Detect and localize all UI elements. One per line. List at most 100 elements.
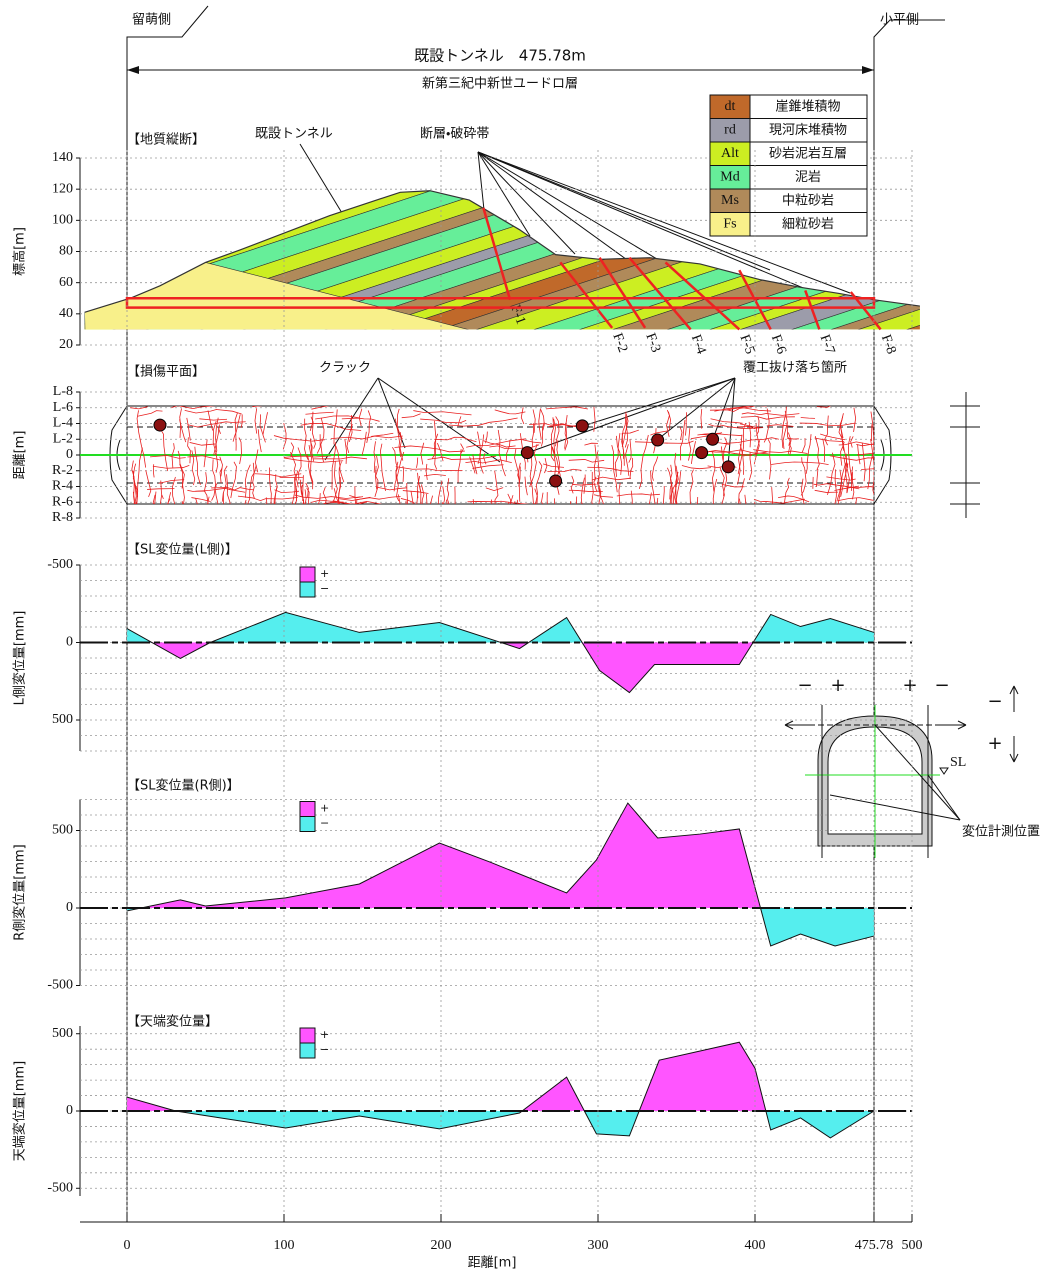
crack <box>138 411 163 417</box>
dropout <box>154 419 166 431</box>
y-tick-label: 500 <box>52 823 73 838</box>
crack <box>241 414 242 427</box>
crack <box>739 499 742 515</box>
crack <box>185 410 242 414</box>
fault-label: F-7 <box>817 333 838 356</box>
crack <box>155 492 156 505</box>
crack <box>274 436 325 442</box>
crack <box>426 494 427 518</box>
crack <box>497 503 502 558</box>
dropout <box>722 461 734 473</box>
crack <box>255 474 301 477</box>
crack <box>506 440 510 461</box>
crack <box>854 408 856 432</box>
y-axis-label: 標高[m] <box>12 227 28 276</box>
crack <box>305 412 333 414</box>
displacement-line <box>127 1042 874 1138</box>
crack <box>374 441 376 472</box>
crack <box>696 503 699 539</box>
legend-label: 泥岩 <box>795 170 821 185</box>
crack <box>691 441 695 464</box>
crack <box>724 438 779 444</box>
y-axis-label: R側変位量[mm] <box>12 844 28 941</box>
y-axis-label: L側変位量[mm] <box>12 611 28 706</box>
x-tick-label: 500 <box>902 1238 923 1253</box>
crack <box>199 419 227 420</box>
displacement-line <box>127 612 874 692</box>
crack <box>311 404 364 409</box>
y-tick-label: 0 <box>66 1103 73 1118</box>
negative-area <box>127 612 874 692</box>
crack <box>701 409 702 429</box>
crack <box>323 487 327 534</box>
crack <box>657 498 659 546</box>
dropout <box>696 447 708 459</box>
y-tick-label: 140 <box>52 150 73 165</box>
legend-swatch <box>300 567 315 582</box>
crack <box>253 465 257 498</box>
crack <box>498 430 505 476</box>
measure-label: 変位計測位置 <box>962 824 1040 840</box>
crack <box>437 443 443 461</box>
crack <box>413 411 471 415</box>
crack <box>153 465 189 468</box>
crack <box>336 446 344 482</box>
crack <box>304 489 306 509</box>
y-axis-label: 天端変位量[mm] <box>12 1061 28 1161</box>
crack <box>492 500 493 517</box>
positive-area <box>127 1042 874 1138</box>
crack <box>473 455 477 475</box>
crack <box>403 466 404 482</box>
crack <box>212 459 216 500</box>
dropout <box>707 433 719 445</box>
sl-label: SL <box>950 755 966 770</box>
crack <box>190 442 216 445</box>
crack <box>806 434 811 474</box>
crack <box>426 464 427 480</box>
crack <box>513 504 515 519</box>
crack <box>275 490 299 493</box>
crack <box>575 497 576 539</box>
y-tick-label: L-4 <box>53 416 73 431</box>
crack <box>577 503 583 557</box>
right-side-label: 小平側 <box>880 13 919 28</box>
y-tick-label: 20 <box>59 337 73 352</box>
crack <box>473 465 504 469</box>
crack <box>535 489 539 532</box>
crack <box>188 437 191 463</box>
crack <box>708 424 720 426</box>
fault-label: F-2 <box>609 331 630 354</box>
crack <box>672 487 674 531</box>
crack <box>871 412 878 474</box>
crack <box>836 498 896 504</box>
crack <box>266 497 268 536</box>
positive-area <box>127 803 874 946</box>
crack <box>629 439 631 463</box>
formation: 新第三紀中新世ユードロ層 <box>422 76 578 92</box>
crack <box>711 419 743 423</box>
crack <box>480 434 484 473</box>
crack <box>801 457 806 495</box>
crack <box>263 412 268 442</box>
crack <box>570 501 573 543</box>
crack <box>547 492 549 532</box>
sign: − <box>797 675 812 696</box>
fault-label: F-4 <box>688 333 709 356</box>
crack <box>594 495 613 498</box>
crack <box>172 477 175 505</box>
fault-zone-label: 断層・破砕帯 <box>420 127 489 142</box>
y-tick-label: 60 <box>59 275 73 290</box>
crack <box>465 460 511 463</box>
crack <box>630 458 633 479</box>
crack <box>723 437 727 460</box>
crack <box>255 449 258 472</box>
y-tick-label: L-8 <box>53 384 73 399</box>
crack <box>138 448 143 485</box>
crack <box>834 469 837 518</box>
crack <box>147 489 174 490</box>
figure: 留萌側 小平側 既設トンネル 475.78m 新第三紀中新世ユードロ層 <box>0 0 1064 1275</box>
crack <box>306 483 309 497</box>
crack <box>569 459 604 462</box>
crack <box>495 471 498 507</box>
panel-title: 【天端変位量】 <box>127 1014 218 1030</box>
